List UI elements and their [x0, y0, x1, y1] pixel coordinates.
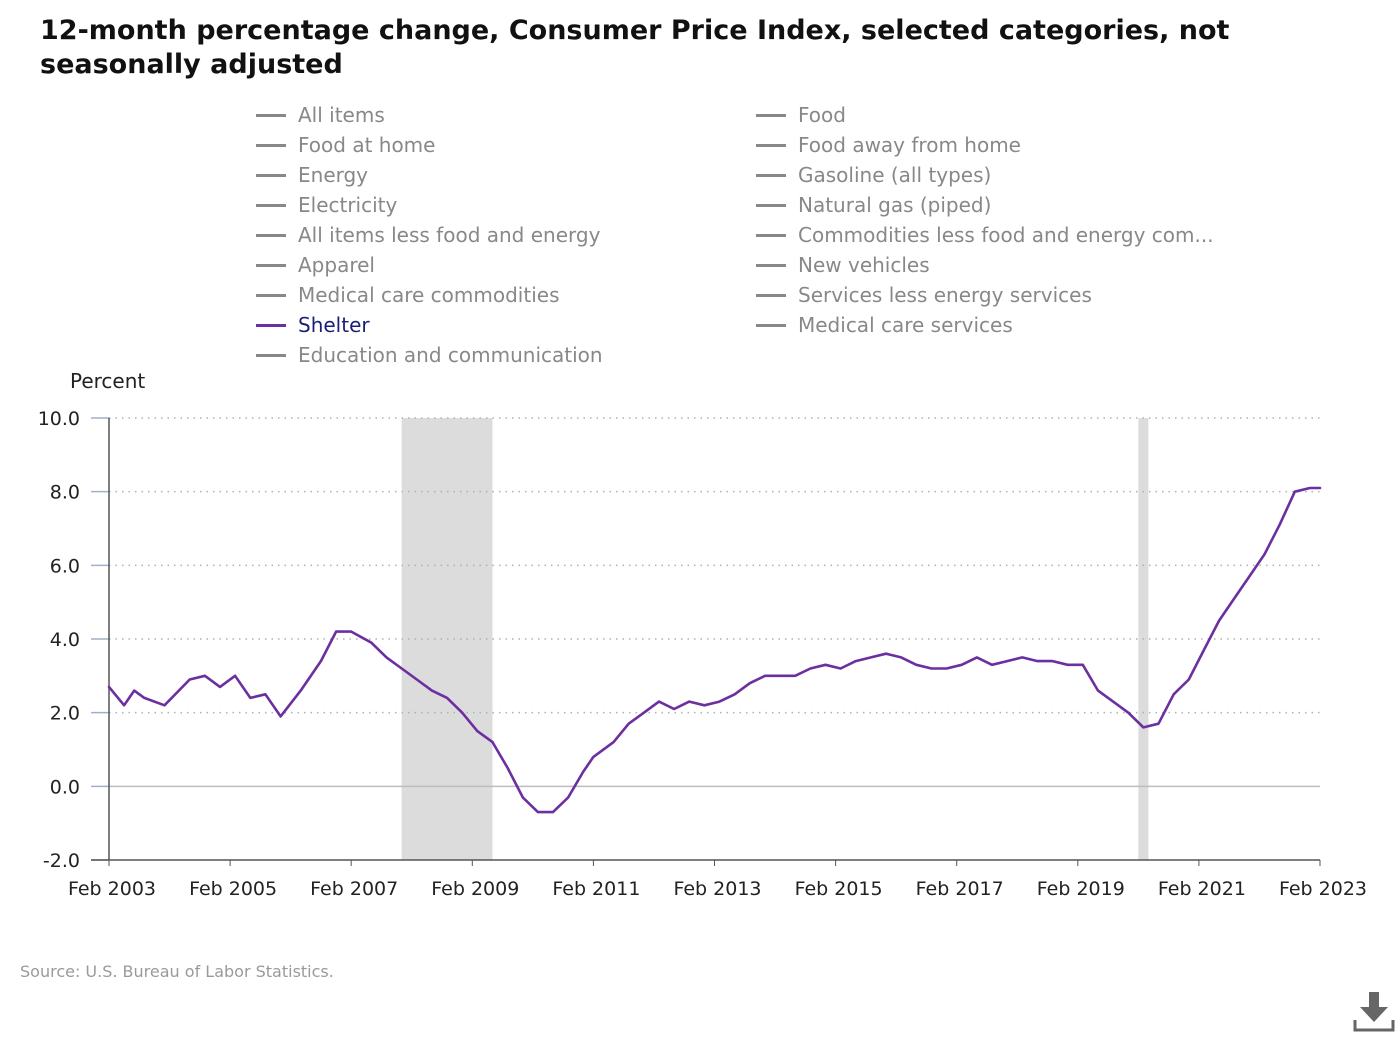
x-tick-label: Feb 2011	[552, 878, 640, 900]
y-tick-label: 4.0	[50, 629, 80, 651]
y-tick-label: 2.0	[50, 703, 80, 725]
legend-label: Natural gas (piped)	[798, 193, 992, 217]
legend-label: All items less food and energy	[298, 223, 601, 247]
legend-swatch	[256, 203, 286, 207]
x-tick-label: Feb 2005	[189, 878, 277, 900]
legend-label: Food away from home	[798, 133, 1021, 157]
legend-swatch	[256, 143, 286, 147]
x-tick-label: Feb 2021	[1158, 878, 1246, 900]
legend-swatch	[256, 293, 286, 297]
x-tick-label: Feb 2007	[310, 878, 398, 900]
legend-item[interactable]: Natural gas (piped)	[756, 190, 991, 220]
legend-label: Food at home	[298, 133, 436, 157]
legend-swatch	[256, 263, 286, 267]
x-tick-label: Feb 2009	[431, 878, 519, 900]
x-tick-label: Feb 2017	[916, 878, 1004, 900]
legend-item[interactable]: Gasoline (all types)	[756, 160, 991, 190]
legend-swatch	[756, 113, 786, 117]
legend: All items Food Food at home Food away from …	[256, 100, 1256, 370]
legend-item[interactable]: Services less energy services	[756, 280, 1092, 310]
legend-item[interactable]: All items	[256, 100, 385, 130]
legend-label: All items	[298, 103, 385, 127]
legend-label: Medical care services	[798, 313, 1013, 337]
y-axis-label: Percent	[70, 369, 145, 393]
legend-item[interactable]: Food at home	[256, 130, 435, 160]
y-tick-label: 6.0	[50, 555, 80, 577]
source-note: Source: U.S. Bureau of Labor Statistics.	[20, 962, 334, 981]
legend-swatch	[256, 353, 286, 357]
legend-item[interactable]: Food	[756, 100, 846, 130]
legend-item[interactable]: Medical care services	[756, 310, 1013, 340]
legend-label: Services less energy services	[798, 283, 1092, 307]
download-icon[interactable]	[1352, 990, 1396, 1034]
legend-label: Energy	[298, 163, 369, 187]
legend-label: Shelter	[298, 313, 370, 337]
legend-label: Medical care commodities	[298, 283, 560, 307]
gridlines	[109, 417, 1320, 788]
series-lines	[107, 486, 1322, 814]
legend-item[interactable]: New vehicles	[756, 250, 930, 280]
legend-label: New vehicles	[798, 253, 930, 277]
legend-swatch	[756, 143, 786, 147]
legend-item[interactable]: Energy	[256, 160, 368, 190]
legend-label: Electricity	[298, 193, 398, 217]
legend-swatch	[756, 323, 786, 327]
legend-item[interactable]: All items less food and energy	[256, 220, 600, 250]
legend-label: Education and communication	[298, 343, 603, 367]
legend-swatch	[756, 233, 786, 237]
legend-swatch	[756, 173, 786, 177]
axes: 10.0 8.0 6.0 4.0 2.0 0.0 -2.0 Feb 2003 Feb 2005 F…	[38, 408, 1367, 900]
x-tick-label: Feb 2023	[1279, 878, 1367, 900]
chart-title: 12-month percentage change, Consumer Pri…	[40, 15, 1230, 80]
x-tick-label: Feb 2015	[795, 878, 883, 900]
legend-label: Apparel	[298, 253, 375, 277]
legend-item[interactable]: Medical care commodities	[256, 280, 559, 310]
legend-item[interactable]: Electricity	[256, 190, 397, 220]
legend-item[interactable]: Commodities less food and energy com...	[756, 220, 1214, 250]
legend-swatch	[256, 233, 286, 237]
legend-swatch	[756, 293, 786, 297]
legend-label: Food	[798, 103, 846, 127]
legend-item[interactable]: Food away from home	[756, 130, 1021, 160]
legend-label: Gasoline (all types)	[798, 163, 992, 187]
legend-item[interactable]: Education and communication	[256, 340, 603, 370]
y-tick-label: 8.0	[50, 482, 80, 504]
series-line-shelter	[107, 486, 1322, 814]
y-tick-label: 10.0	[38, 408, 80, 430]
legend-swatch	[256, 113, 286, 117]
x-tick-label: Feb 2019	[1037, 878, 1125, 900]
recession-bands	[401, 418, 1149, 860]
x-tick-label: Feb 2013	[673, 878, 761, 900]
legend-item[interactable]: Apparel	[256, 250, 375, 280]
legend-label: Commodities less food and energy com...	[798, 223, 1214, 247]
y-tick-label: 0.0	[50, 776, 80, 798]
legend-swatch	[756, 263, 786, 267]
y-tick-label: -2.0	[43, 850, 80, 872]
legend-swatch	[256, 173, 286, 177]
legend-swatch	[756, 203, 786, 207]
x-tick-label: Feb 2003	[68, 878, 156, 900]
legend-swatch	[256, 323, 286, 327]
legend-item[interactable]: Shelter	[256, 310, 370, 340]
